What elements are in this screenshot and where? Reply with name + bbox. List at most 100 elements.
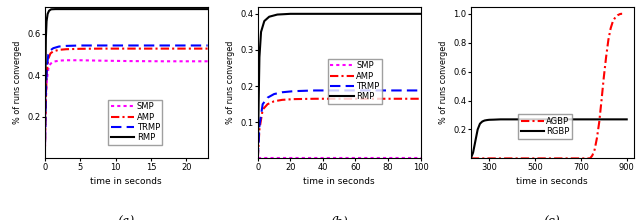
Legend: SMP, AMP, TRMP, RMP: SMP, AMP, TRMP, RMP <box>328 59 382 104</box>
AMP <box>76 48 84 50</box>
RMP <box>311 13 319 15</box>
SMP <box>43 78 51 81</box>
AGBP <box>609 20 617 22</box>
AGBP <box>589 154 596 157</box>
TRMP <box>97 44 105 47</box>
RMP <box>204 8 211 10</box>
SMP <box>204 60 211 63</box>
Line: RGBP: RGBP <box>471 119 627 158</box>
SMP <box>55 59 63 62</box>
AGBP <box>607 27 614 30</box>
AMP <box>278 99 286 101</box>
TRMP <box>204 44 211 47</box>
AGBP <box>618 13 626 15</box>
SMP <box>76 59 84 62</box>
TRMP <box>49 47 57 50</box>
Line: RMP: RMP <box>45 9 207 158</box>
AGBP <box>614 14 621 16</box>
RMP <box>384 13 392 15</box>
RGBP <box>623 118 630 121</box>
TRMP <box>42 91 50 93</box>
AGBP <box>600 76 607 79</box>
TRMP <box>264 96 271 99</box>
AMP <box>417 97 424 100</box>
Line: SMP: SMP <box>45 60 207 158</box>
TRMP <box>311 89 319 92</box>
TRMP <box>62 45 70 47</box>
RMP <box>41 157 49 160</box>
Y-axis label: % of runs converged: % of runs converged <box>439 41 448 124</box>
AMP <box>126 47 134 50</box>
TRMP <box>417 89 424 92</box>
TRMP <box>41 157 49 160</box>
RGBP <box>467 157 475 160</box>
X-axis label: time in seconds: time in seconds <box>516 177 588 186</box>
Text: (a): (a) <box>118 216 135 220</box>
RMP <box>344 13 351 15</box>
AMP <box>270 100 278 103</box>
RGBP <box>577 118 585 121</box>
AMP <box>97 47 105 50</box>
AGBP <box>593 137 601 139</box>
SMP <box>49 60 57 63</box>
SMP <box>62 59 70 62</box>
Line: RMP: RMP <box>258 14 420 158</box>
AMP <box>259 108 266 111</box>
TRMP <box>76 44 84 47</box>
RMP <box>287 13 294 15</box>
AMP <box>290 98 298 101</box>
AMP <box>47 52 54 55</box>
Y-axis label: % of runs converged: % of runs converged <box>13 41 22 124</box>
Legend: SMP, AMP, TRMP, RMP: SMP, AMP, TRMP, RMP <box>108 100 163 145</box>
RMP <box>43 20 51 22</box>
AMP <box>43 70 51 72</box>
AMP <box>384 97 392 100</box>
AMP <box>42 95 50 97</box>
TRMP <box>43 66 51 68</box>
RMP <box>45 9 53 12</box>
RMP <box>260 20 268 22</box>
RMP <box>257 31 265 33</box>
Line: AGBP: AGBP <box>471 14 622 158</box>
AGBP <box>617 13 625 15</box>
TRMP <box>55 45 63 48</box>
SMP <box>47 62 54 65</box>
TRMP <box>255 125 263 127</box>
RGBP <box>474 128 481 131</box>
RGBP <box>497 118 504 121</box>
RMP <box>255 103 262 106</box>
RGBP <box>531 118 539 121</box>
AMP <box>45 57 52 60</box>
RMP <box>42 84 49 87</box>
RMP <box>266 15 273 18</box>
RMP <box>255 56 263 59</box>
AMP <box>204 47 211 50</box>
TRMP <box>259 103 266 106</box>
AGBP <box>586 157 594 160</box>
TRMP <box>126 44 134 47</box>
AMP <box>311 97 319 100</box>
RGBP <box>479 120 486 123</box>
AGBP <box>616 13 624 15</box>
RGBP <box>481 119 488 122</box>
Line: AMP: AMP <box>258 99 420 158</box>
SMP <box>42 99 50 101</box>
SMP <box>45 68 52 70</box>
RMP <box>42 37 50 39</box>
RMP <box>52 8 60 10</box>
Legend: AGBP, RGBP: AGBP, RGBP <box>518 114 572 139</box>
RGBP <box>490 118 497 121</box>
AMP <box>55 49 63 51</box>
X-axis label: time in seconds: time in seconds <box>90 177 162 186</box>
Line: TRMP: TRMP <box>258 90 420 158</box>
SMP <box>97 59 105 62</box>
RGBP <box>508 118 516 121</box>
RMP <box>59 8 67 10</box>
Line: TRMP: TRMP <box>45 46 207 158</box>
AMP <box>344 97 351 100</box>
RMP <box>44 13 51 15</box>
AGBP <box>602 56 610 59</box>
X-axis label: time in seconds: time in seconds <box>303 177 375 186</box>
TRMP <box>47 49 54 51</box>
TRMP <box>254 157 262 160</box>
